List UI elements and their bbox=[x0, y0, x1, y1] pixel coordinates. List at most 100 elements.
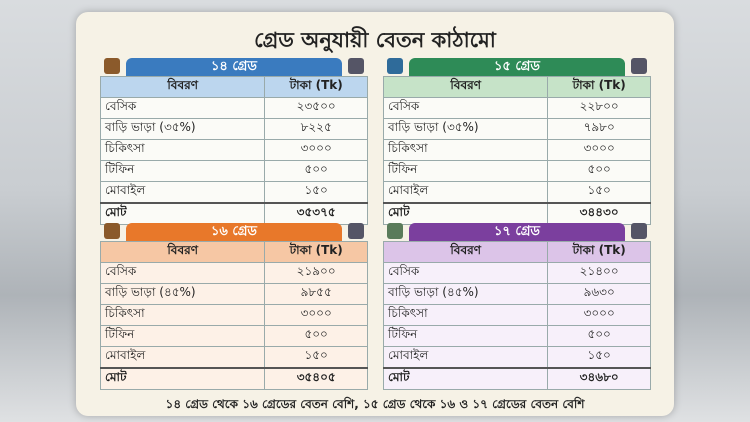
item: বেসিক bbox=[382, 97, 549, 119]
amount: ২২৮০০ bbox=[547, 97, 651, 119]
row: বেসিক ২১৪০০ bbox=[382, 262, 651, 284]
salary-table: বিবরণ টাকা (Tk) বেসিক ২২৮০০ বাড়ি ভাড়া (৩৫%… bbox=[382, 76, 651, 225]
header-row: বিবরণ টাকা (Tk) bbox=[99, 241, 368, 263]
column-header: টাকা (Tk) bbox=[264, 76, 368, 98]
amount: ৫০০ bbox=[264, 325, 368, 347]
total-row: মোট ৩৫৩৭৫ bbox=[99, 202, 368, 225]
amount: ৯৬৩০ bbox=[547, 283, 651, 305]
icon bbox=[631, 58, 647, 74]
grade-block: ১৬ গ্রেড বিবরণ টাকা (Tk) বেসিক ২১৯০০ বাড়ি ভা… bbox=[99, 223, 368, 390]
item: চিকিৎসা bbox=[99, 304, 266, 326]
item: মোবাইল bbox=[382, 181, 549, 204]
item: বেসিক bbox=[99, 262, 266, 284]
title: গ্রেড অনুযায়ী বেতন কাঠামো bbox=[254, 28, 496, 52]
total-amount: ৩৫৪০৫ bbox=[264, 367, 368, 390]
total-row: মোট ৩৪৪৩০ bbox=[382, 202, 651, 225]
amount: ৩০০০ bbox=[264, 304, 368, 326]
item: বেসিক bbox=[99, 97, 266, 119]
row: টিফিন ৫০০ bbox=[382, 325, 651, 347]
amount: ৩০০০ bbox=[547, 139, 651, 161]
amount: ৩০০০ bbox=[264, 139, 368, 161]
grade-block: ১৪ গ্রেড বিবরণ টাকা (Tk) বেসিক ২৩৫০০ বাড়ি ভা… bbox=[99, 58, 368, 225]
item: চিকিৎসা bbox=[382, 139, 549, 161]
column-header: টাকা (Tk) bbox=[547, 241, 651, 263]
header-row: বিবরণ টাকা (Tk) bbox=[382, 76, 651, 98]
row: টিফিন ৫০০ bbox=[99, 325, 368, 347]
row: মোবাইল ১৫০ bbox=[382, 346, 651, 369]
row: বাড়ি ভাড়া (৪৫%) ৯৮৫৫ bbox=[99, 283, 368, 305]
salary-table: বিবরণ টাকা (Tk) বেসিক ২৩৫০০ বাড়ি ভাড়া (৩৫%… bbox=[99, 76, 368, 225]
amount: ৫০০ bbox=[547, 160, 651, 182]
header-row: বিবরণ টাকা (Tk) bbox=[382, 241, 651, 263]
column-header: বিবরণ bbox=[99, 241, 266, 263]
amount: ৫০০ bbox=[264, 160, 368, 182]
row: চিকিৎসা ৩০০০ bbox=[99, 304, 368, 326]
total-amount: ৩৪৬৮০ bbox=[547, 367, 651, 390]
header-row: বিবরণ টাকা (Tk) bbox=[99, 76, 368, 98]
total-label: মোট bbox=[99, 367, 266, 390]
grade-name: ১৪ গ্রেড bbox=[126, 58, 342, 76]
row: টিফিন ৫০০ bbox=[99, 160, 368, 182]
amount: ৯৮৫৫ bbox=[264, 283, 368, 305]
total-label: মোট bbox=[99, 202, 266, 225]
item: টিফিন bbox=[382, 160, 549, 182]
item: বাড়ি ভাড়া (৩৫%) bbox=[382, 118, 549, 140]
salary-table: বিবরণ টাকা (Tk) বেসিক ২১৪০০ বাড়ি ভাড়া (৪৫%… bbox=[382, 241, 651, 390]
row: বাড়ি ভাড়া (৩৫%) ৭৯৮০ bbox=[382, 118, 651, 140]
item: বাড়ি ভাড়া (৪৫%) bbox=[99, 283, 266, 305]
amount: ৫০০ bbox=[547, 325, 651, 347]
row: চিকিৎসা ৩০০০ bbox=[382, 139, 651, 161]
item: মোবাইল bbox=[99, 346, 266, 369]
grade-name: ১৫ গ্রেড bbox=[409, 58, 625, 76]
item: চিকিৎসা bbox=[382, 304, 549, 326]
item: বেসিক bbox=[382, 262, 549, 284]
amount: ১৫০ bbox=[547, 346, 651, 369]
item: মোবাইল bbox=[382, 346, 549, 369]
column-header: বিবরণ bbox=[99, 76, 266, 98]
icon bbox=[104, 223, 120, 239]
amount: ২৩৫০০ bbox=[264, 97, 368, 119]
footer-note: ১৪ গ্রেড থেকে ১৬ গ্রেডের বেতন বেশি, ১৫ গ… bbox=[165, 397, 585, 411]
grade-name: ১৭ গ্রেড bbox=[409, 223, 625, 241]
amount: ১৫০ bbox=[264, 346, 368, 369]
row: মোবাইল ১৫০ bbox=[382, 181, 651, 204]
row: মোবাইল ১৫০ bbox=[99, 181, 368, 204]
item: চিকিৎসা bbox=[99, 139, 266, 161]
amount: ১৫০ bbox=[547, 181, 651, 204]
total-amount: ৩৫৩৭৫ bbox=[264, 202, 368, 225]
column-header: টাকা (Tk) bbox=[264, 241, 368, 263]
item: বাড়ি ভাড়া (৩৫%) bbox=[99, 118, 266, 140]
icon bbox=[104, 58, 120, 74]
grade-name: ১৬ গ্রেড bbox=[126, 223, 342, 241]
item: টিফিন bbox=[382, 325, 549, 347]
column-header: টাকা (Tk) bbox=[547, 76, 651, 98]
row: বেসিক ২১৯০০ bbox=[99, 262, 368, 284]
row: মোবাইল ১৫০ bbox=[99, 346, 368, 369]
amount: ১৫০ bbox=[264, 181, 368, 204]
icon bbox=[631, 223, 647, 239]
row: বেসিক ২২৮০০ bbox=[382, 97, 651, 119]
amount: ২১৪০০ bbox=[547, 262, 651, 284]
card: গ্রেড অনুযায়ী বেতন কাঠামো ১৪ গ্রেড থেকে… bbox=[76, 12, 674, 416]
salary-table: বিবরণ টাকা (Tk) বেসিক ২১৯০০ বাড়ি ভাড়া (৪৫%… bbox=[99, 241, 368, 390]
row: বেসিক ২৩৫০০ bbox=[99, 97, 368, 119]
total-label: মোট bbox=[382, 202, 549, 225]
item: বাড়ি ভাড়া (৪৫%) bbox=[382, 283, 549, 305]
row: চিকিৎসা ৩০০০ bbox=[99, 139, 368, 161]
amount: ৭৯৮০ bbox=[547, 118, 651, 140]
grade-block: ১৭ গ্রেড বিবরণ টাকা (Tk) বেসিক ২১৪০০ বাড়ি ভা… bbox=[382, 223, 651, 390]
row: টিফিন ৫০০ bbox=[382, 160, 651, 182]
row: বাড়ি ভাড়া (৪৫%) ৯৬৩০ bbox=[382, 283, 651, 305]
column-header: বিবরণ bbox=[382, 76, 549, 98]
icon bbox=[387, 58, 403, 74]
row: চিকিৎসা ৩০০০ bbox=[382, 304, 651, 326]
item: টিফিন bbox=[99, 160, 266, 182]
total-amount: ৩৪৪৩০ bbox=[547, 202, 651, 225]
total-row: মোট ৩৪৬৮০ bbox=[382, 367, 651, 390]
item: মোবাইল bbox=[99, 181, 266, 204]
total-row: মোট ৩৫৪০৫ bbox=[99, 367, 368, 390]
icon bbox=[387, 223, 403, 239]
icon bbox=[348, 58, 364, 74]
amount: ২১৯০০ bbox=[264, 262, 368, 284]
